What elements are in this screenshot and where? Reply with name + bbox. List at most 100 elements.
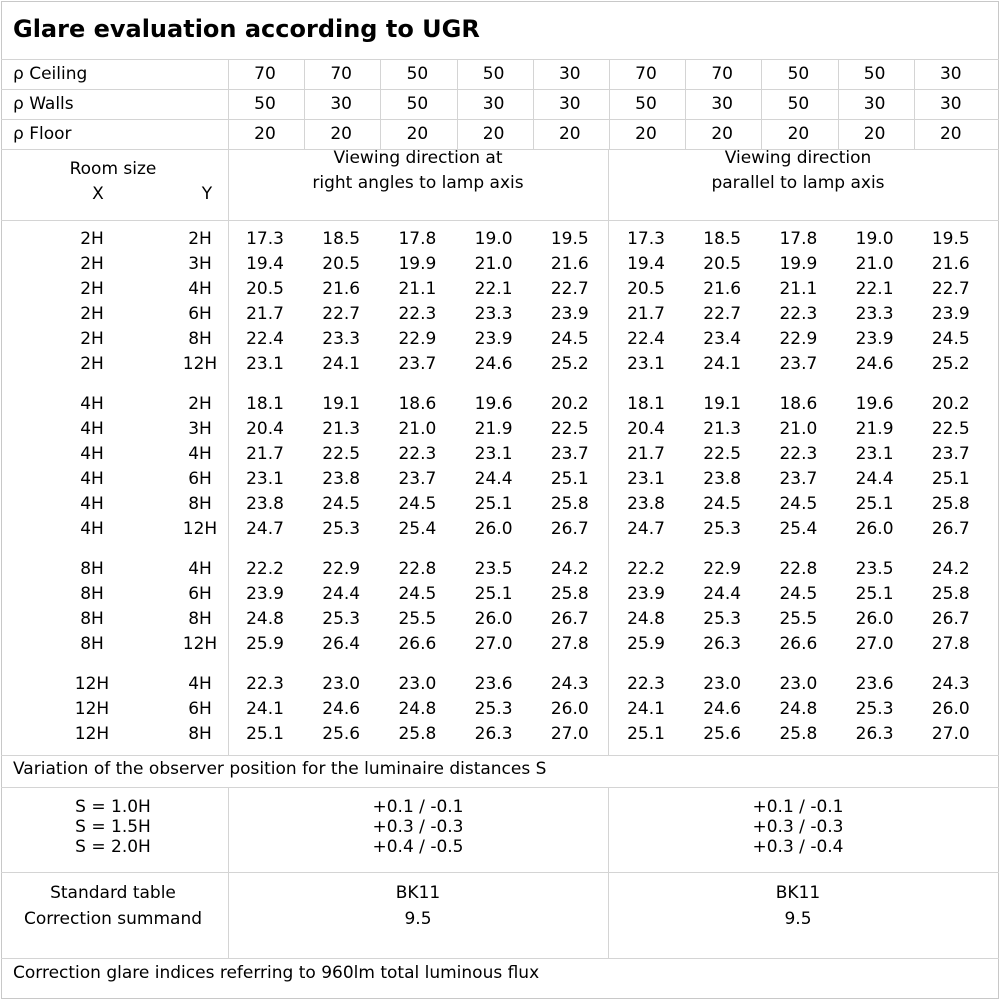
ugr-value: 21.6 [931,254,970,274]
room-size-x: 8H [80,584,104,604]
ugr-value: 26.7 [550,519,589,539]
reflectance-value: 20 [863,124,886,144]
footer-note: Correction glare indices referring to 96… [13,963,540,983]
ugr-value: 27.0 [550,724,589,744]
variation-heading: Variation of the observer position for t… [13,759,547,779]
ugr-value: 25.1 [246,724,284,744]
variation-parallel: +0.3 / -0.3 [752,817,844,837]
ugr-value: 22.3 [398,444,437,464]
column-divider [838,59,839,149]
ugr-value: 23.5 [855,559,894,579]
ugr-value: 22.9 [779,329,818,349]
ugr-value: 20.5 [322,254,361,274]
reflectance-value: 50 [787,94,810,114]
ugr-value: 24.5 [398,494,437,514]
row-divider [1,119,999,120]
ugr-value: 23.7 [550,444,589,464]
viewing-parallel-line1: Viewing direction [724,148,872,168]
room-size-y: 6H [188,304,212,324]
ugr-value: 23.9 [246,584,284,604]
reflectance-value: 50 [863,64,886,84]
ugr-value: 25.2 [931,354,970,374]
room-size-x: 2H [80,254,104,274]
ugr-value: 27.8 [931,634,970,654]
viewing-right-angles-line1: Viewing direction at [333,148,503,168]
room-size-x: 4H [80,494,104,514]
room-size-y: 2H [188,394,212,414]
variation-parallel: +0.1 / -0.1 [752,797,844,817]
ugr-value: 23.6 [855,674,894,694]
room-size-y: 6H [188,699,212,719]
room-size-x: 12H [74,724,110,744]
ugr-value: 18.5 [322,229,361,249]
ugr-value: 19.9 [779,254,818,274]
ugr-value: 24.2 [550,559,589,579]
ugr-value: 22.9 [703,559,742,579]
room-size-x: 12H [74,674,110,694]
ugr-value: 25.3 [474,699,513,719]
column-divider [608,787,609,958]
ugr-value: 19.1 [703,394,742,414]
ugr-value: 25.1 [855,494,894,514]
row-divider [1,89,999,90]
ugr-value: 23.7 [398,354,437,374]
ugr-value: 22.3 [627,674,665,694]
row-divider [1,149,999,150]
ugr-value: 22.5 [703,444,742,464]
reflectance-value: 30 [330,94,353,114]
room-size-y: 4H [188,674,212,694]
column-divider [914,59,915,149]
viewing-right-angles-line2: right angles to lamp axis [312,173,524,193]
ugr-value: 24.7 [246,519,284,539]
ugr-value: 22.1 [474,279,513,299]
ugr-value: 23.1 [627,354,665,374]
ugr-value: 21.7 [246,444,284,464]
ugr-value: 25.3 [322,519,361,539]
ugr-value: 18.6 [779,394,818,414]
correction-summand-label: Correction summand [23,909,203,929]
reflectance-value: 20 [635,124,657,144]
variation-s-label: S = 1.0H [75,797,151,817]
column-divider [609,59,610,149]
ugr-value: 25.1 [855,584,894,604]
ugr-value: 19.5 [931,229,970,249]
room-size-y: 4H [188,279,212,299]
ugr-value: 22.7 [703,304,742,324]
ugr-value: 24.8 [246,609,284,629]
variation-right-angles: +0.3 / -0.3 [372,817,464,837]
room-size-x-label: X [92,184,104,204]
ugr-value: 23.1 [246,469,284,489]
reflectance-value: 30 [558,94,581,114]
ugr-value: 24.6 [855,354,894,374]
ugr-value: 25.5 [398,609,437,629]
ugr-value: 22.3 [398,304,437,324]
ugr-value: 26.0 [474,609,513,629]
ugr-value: 23.0 [779,674,818,694]
ugr-value: 26.0 [855,519,894,539]
ugr-value: 21.9 [855,419,894,439]
ugr-value: 22.2 [246,559,284,579]
reflectance-value: 30 [863,94,886,114]
ugr-value: 22.7 [931,279,970,299]
reflectance-value: 30 [558,64,581,84]
ugr-value: 23.6 [474,674,513,694]
ugr-value: 22.4 [246,329,284,349]
ugr-value: 24.1 [703,354,742,374]
ugr-value: 26.0 [474,519,513,539]
room-size-label: Room size [69,159,157,179]
ugr-value: 27.0 [931,724,970,744]
page-title: Glare evaluation according to UGR [13,15,480,43]
reflectance-value: 30 [482,94,505,114]
ugr-value: 23.9 [931,304,970,324]
ugr-value: 21.1 [779,279,818,299]
reflectance-label: ρ Floor [13,124,72,144]
ugr-value: 25.1 [627,724,665,744]
room-size-y: 6H [188,469,212,489]
room-size-x: 4H [80,444,104,464]
ugr-value: 17.3 [246,229,284,249]
ugr-value: 23.8 [703,469,742,489]
reflectance-value: 50 [482,64,505,84]
reflectance-value: 50 [787,64,810,84]
ugr-value: 22.2 [627,559,665,579]
room-size-y: 8H [188,494,212,514]
